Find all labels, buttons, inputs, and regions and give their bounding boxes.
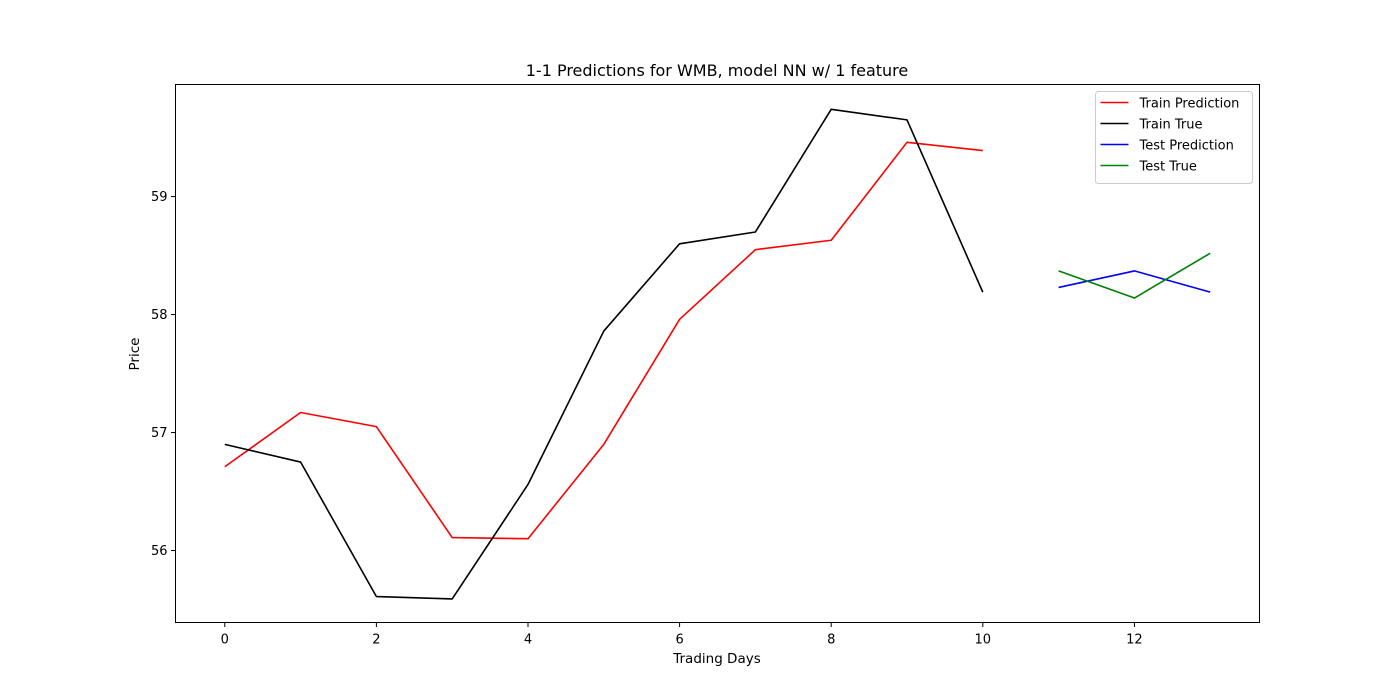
- plot-lines: [224, 108, 1211, 600]
- series-line-train-true: [224, 108, 984, 600]
- legend-box: [1095, 91, 1253, 184]
- x-tick-label: 0: [221, 633, 229, 648]
- y-axis-label: Price: [127, 338, 143, 371]
- series-line-train-prediction: [224, 141, 983, 540]
- y-axis-ticks: 56 57 58 59: [151, 190, 176, 559]
- x-axis-ticks: 0 2 4 6 8 10 12: [221, 622, 1143, 648]
- legend-label-test-true: Test True: [1139, 160, 1197, 175]
- y-tick-label: 57: [151, 426, 168, 441]
- series-line-test-prediction: [1058, 270, 1211, 293]
- legend-label-train-prediction: Train Prediction: [1139, 97, 1240, 112]
- plot-area-frame: [175, 84, 1260, 623]
- y-tick-label: 58: [151, 308, 168, 323]
- x-axis-label: Trading Days: [672, 651, 761, 667]
- x-tick-label: 4: [524, 633, 532, 648]
- legend-label-test-prediction: Test Prediction: [1139, 139, 1234, 154]
- x-tick-label: 12: [1126, 633, 1143, 648]
- chart-title: 1-1 Predictions for WMB, model NN w/ 1 f…: [526, 61, 909, 80]
- series-line-test-true: [1058, 252, 1211, 299]
- x-tick-label: 2: [372, 633, 380, 648]
- y-tick-label: 59: [151, 190, 168, 205]
- x-tick-label: 10: [975, 633, 992, 648]
- x-tick-label: 8: [827, 633, 835, 648]
- legend-label-train-true: Train True: [1139, 118, 1203, 133]
- y-tick-label: 56: [151, 544, 168, 559]
- x-tick-label: 6: [675, 633, 683, 648]
- legend: Train Prediction Train True Test Predictio…: [1095, 91, 1253, 184]
